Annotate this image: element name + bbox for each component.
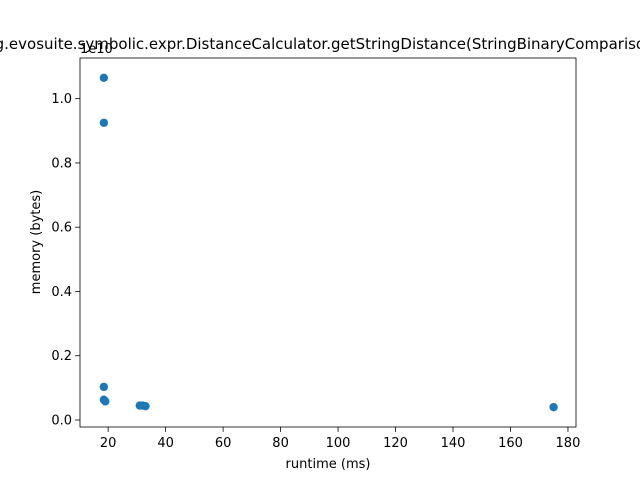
data-point	[99, 382, 109, 392]
plot-area: 20 40 60 80 100 120 140 160 180 0.0 0.2 0.4 0.6 0.8 1.…	[51, 57, 581, 451]
data-point	[549, 402, 558, 412]
y-axis-label: memory (bytes)	[29, 190, 44, 294]
y-tick-label: 1.0	[51, 92, 72, 107]
data-point	[141, 401, 150, 411]
x-tick-label: 160	[498, 436, 523, 451]
x-tick-label: 100	[326, 436, 351, 451]
chart-title: org.evosuite.symbolic.expr.DistanceCalcu…	[0, 35, 640, 53]
y-tick-label: 0.6	[51, 221, 72, 236]
x-tick-label: 140	[441, 436, 466, 451]
x-tick-label: 120	[383, 436, 408, 451]
data-point	[99, 73, 109, 82]
data-point	[101, 397, 110, 406]
x-axis-label: runtime (ms)	[286, 457, 371, 472]
x-tick-label: 40	[157, 436, 174, 451]
y-axis-offset-label: 1e10	[80, 42, 113, 57]
axes-frame	[79, 57, 577, 428]
data-point	[99, 118, 109, 127]
y-tick-label: 0.4	[51, 285, 72, 300]
x-tick-label: 80	[272, 436, 289, 451]
y-tick-label: 0.2	[51, 349, 72, 364]
y-tick-label: 0.8	[51, 156, 72, 171]
x-tick-label: 60	[215, 436, 232, 451]
x-tick-label: 20	[100, 436, 117, 451]
x-tick-label: 180	[556, 436, 581, 451]
y-tick-label: 0.0	[51, 413, 72, 428]
